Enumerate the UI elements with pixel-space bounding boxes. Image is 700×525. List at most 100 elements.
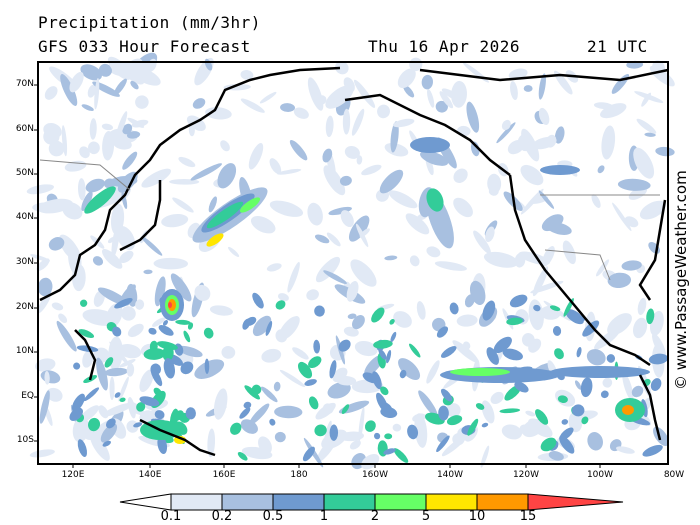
- colorbar-label: 0.2: [211, 509, 233, 524]
- precip-cell: [565, 309, 584, 325]
- precip-cell: [135, 95, 149, 109]
- precip-cell: [466, 101, 480, 133]
- precip-cell: [239, 407, 251, 419]
- precip-cell: [612, 202, 632, 232]
- precip-cell: [624, 216, 639, 228]
- precip-cell: [266, 263, 282, 272]
- precip-cell: [133, 422, 143, 428]
- colorbar-label: 1: [319, 509, 329, 524]
- precip-cell: [304, 379, 317, 386]
- precip-cell: [519, 424, 533, 436]
- precip-cell: [275, 300, 286, 310]
- lon-label: 140W: [436, 470, 464, 480]
- precip-cell: [35, 358, 56, 372]
- lon-label: 120E: [61, 470, 85, 480]
- precip-cell: [78, 329, 95, 339]
- precip-cell: [385, 350, 392, 364]
- precip-cell: [175, 319, 191, 325]
- precip-cell: [452, 433, 465, 446]
- precip-cell: [398, 358, 421, 380]
- precip-cell: [452, 340, 479, 363]
- precip-cell: [112, 326, 122, 337]
- precip-cell: [574, 380, 582, 390]
- precip-cell: [239, 197, 261, 213]
- precip-cell: [481, 400, 495, 424]
- precip-cell: [44, 371, 50, 385]
- precip-cell: [462, 62, 490, 83]
- precip-cell: [655, 146, 675, 157]
- precip-cell: [642, 444, 663, 457]
- coastline-arctic: [419, 68, 669, 82]
- precip-cell: [533, 304, 541, 312]
- precip-cell: [322, 403, 334, 414]
- precip-cell: [269, 158, 282, 175]
- precip-cell: [72, 416, 90, 443]
- precip-cell: [97, 196, 124, 208]
- precip-cell: [346, 281, 359, 302]
- precip-cell: [467, 418, 479, 436]
- precip-cell: [480, 445, 490, 468]
- precip-cell: [43, 122, 62, 139]
- precip-cell: [450, 368, 510, 376]
- precip-cell: [69, 71, 84, 93]
- precip-cell: [390, 121, 399, 153]
- precip-cell: [571, 404, 585, 417]
- precip-cell: [376, 392, 389, 413]
- precip-cell: [104, 367, 129, 377]
- colorbar-high-arrow: [527, 493, 624, 511]
- lat-label: 20N: [15, 302, 34, 312]
- precip-cell: [209, 305, 233, 316]
- precip-cell: [243, 401, 252, 409]
- precip-cell: [172, 197, 194, 213]
- precip-cell: [102, 440, 111, 447]
- precip-cell: [568, 411, 583, 433]
- precip-cell: [168, 302, 172, 308]
- colorbar: [119, 493, 624, 511]
- precip-cell: [61, 125, 68, 157]
- precip-cell: [81, 104, 94, 111]
- precip-cell: [148, 327, 157, 335]
- precip-cell: [392, 118, 415, 128]
- precip-cell: [602, 377, 613, 388]
- precip-cell: [240, 70, 254, 80]
- precip-cell: [514, 381, 529, 393]
- precip-cell: [122, 123, 133, 135]
- precip-cell: [426, 188, 444, 212]
- precip-cell: [194, 359, 225, 379]
- precip-cell: [338, 339, 351, 352]
- precip-cell: [185, 407, 196, 420]
- precip-cell: [354, 340, 378, 357]
- precip-cell: [161, 214, 189, 228]
- precip-cell: [60, 74, 78, 106]
- precip-cell: [77, 439, 87, 457]
- precip-cell: [388, 190, 418, 209]
- precip-cell: [646, 308, 655, 325]
- precip-cell: [440, 388, 453, 402]
- precip-cell: [130, 80, 139, 90]
- colorbar-label: 0.5: [262, 509, 284, 524]
- precip-cell: [499, 408, 521, 414]
- precip-cell: [307, 202, 323, 226]
- precip-cell: [112, 137, 132, 150]
- precip-cell: [244, 385, 261, 400]
- precip-cell: [595, 259, 610, 277]
- precip-cell: [510, 81, 518, 101]
- precip-cell: [436, 326, 449, 338]
- precip-cell: [501, 119, 511, 131]
- precip-cell: [73, 362, 81, 370]
- precip-cell: [143, 269, 153, 275]
- precip-cell: [194, 57, 214, 86]
- precip-cell: [426, 246, 441, 258]
- precip-cell: [329, 360, 337, 379]
- precip-cell: [29, 449, 55, 458]
- precip-cell: [204, 358, 210, 374]
- precip-cell: [446, 415, 463, 426]
- precip-cell: [371, 307, 385, 323]
- precip-cell: [409, 255, 420, 267]
- precip-cell: [269, 200, 304, 217]
- precip-cell: [26, 184, 54, 195]
- precip-cell: [277, 293, 289, 302]
- precip-cell: [616, 446, 635, 454]
- precip-cell: [327, 382, 351, 399]
- precip-cell: [622, 405, 634, 415]
